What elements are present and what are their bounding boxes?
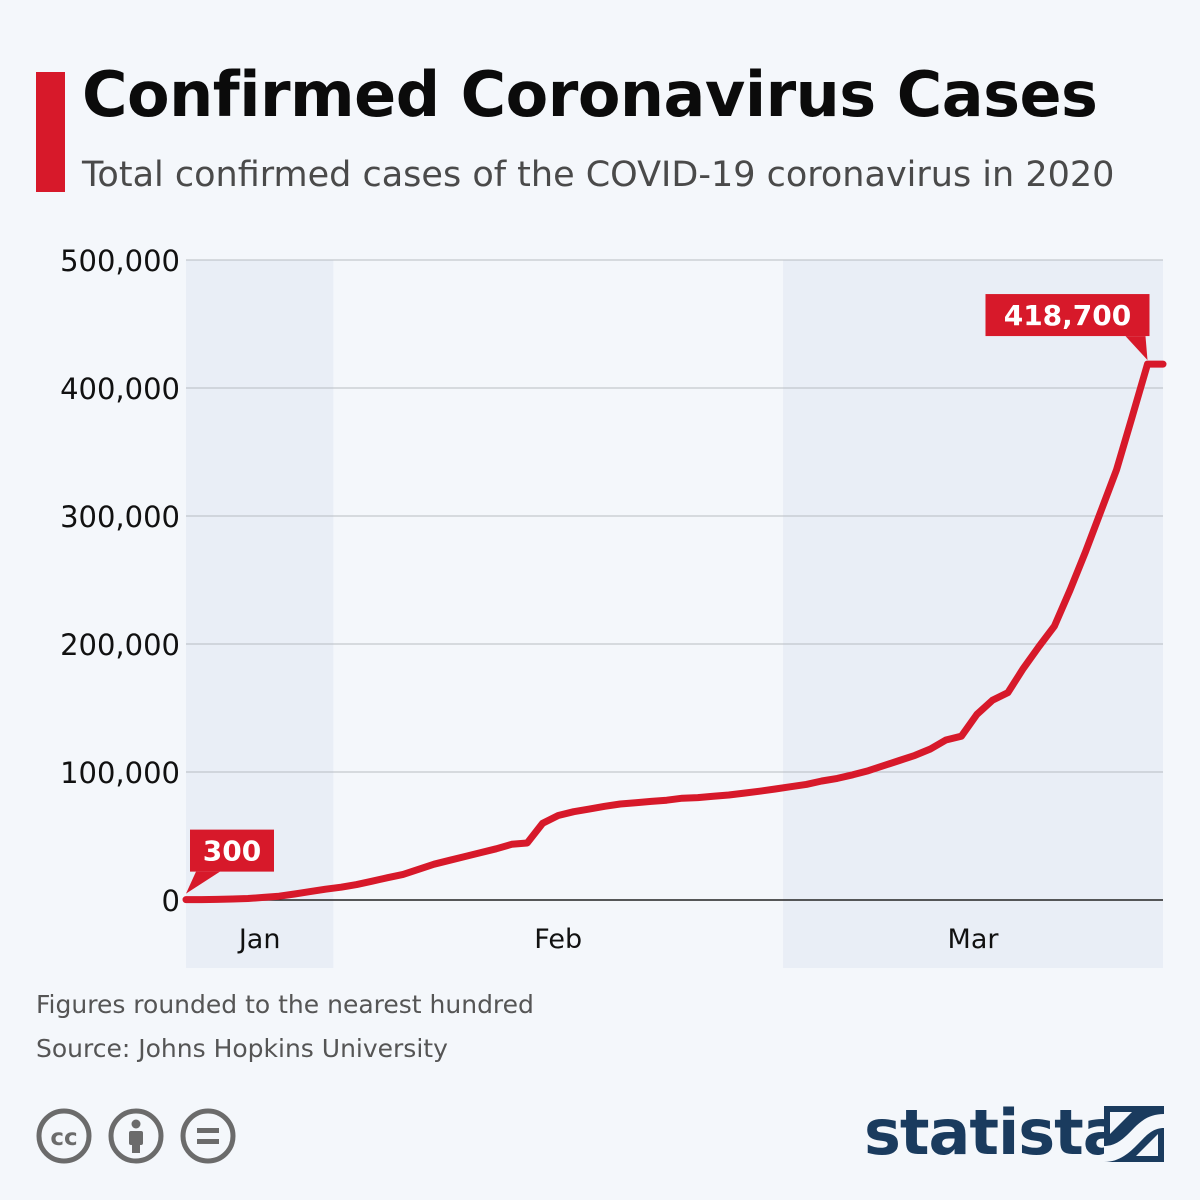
attribution-icon[interactable] — [108, 1108, 164, 1164]
chart-subtitle: Total confirmed cases of the COVID-19 co… — [82, 155, 1115, 195]
y-tick-label: 500,000 — [60, 244, 180, 278]
annotation-pointer — [1125, 336, 1148, 361]
svg-text:cc: cc — [50, 1125, 77, 1151]
license-icons: cc — [36, 1108, 246, 1164]
month-band-mar — [783, 260, 1163, 968]
cc-icon[interactable]: cc — [36, 1108, 92, 1164]
y-tick-label: 100,000 — [60, 756, 180, 790]
chart-title: Confirmed Coronavirus Cases — [82, 58, 1098, 131]
x-tick-label: Jan — [237, 924, 281, 955]
annotation-box — [985, 294, 1150, 337]
annotation-pointer — [186, 871, 220, 894]
source-note: Source: Johns Hopkins University — [36, 1034, 448, 1063]
y-tick-label: 0 — [162, 884, 180, 918]
series-line — [182, 360, 1167, 904]
rounding-note: Figures rounded to the nearest hundred — [36, 990, 534, 1019]
y-tick-label: 400,000 — [60, 372, 180, 406]
y-tick-label: 200,000 — [60, 628, 180, 662]
statista-wordmark[interactable]: statista — [864, 1096, 1125, 1169]
annotation-box — [190, 829, 274, 872]
statista-logo-icon — [1104, 1106, 1164, 1162]
y-tick-label: 300,000 — [60, 500, 180, 534]
data-label: 300 — [203, 835, 261, 868]
line-chart: Jan Feb Mar 0 100,000 200,000 300,000 400,000 50… — [60, 244, 1167, 968]
x-tick-label: Mar — [948, 924, 1000, 955]
data-label: 418,700 — [1004, 299, 1132, 332]
title-accent-bar — [36, 72, 65, 192]
x-tick-label: Feb — [534, 924, 582, 955]
no-derivatives-icon[interactable] — [180, 1108, 236, 1164]
